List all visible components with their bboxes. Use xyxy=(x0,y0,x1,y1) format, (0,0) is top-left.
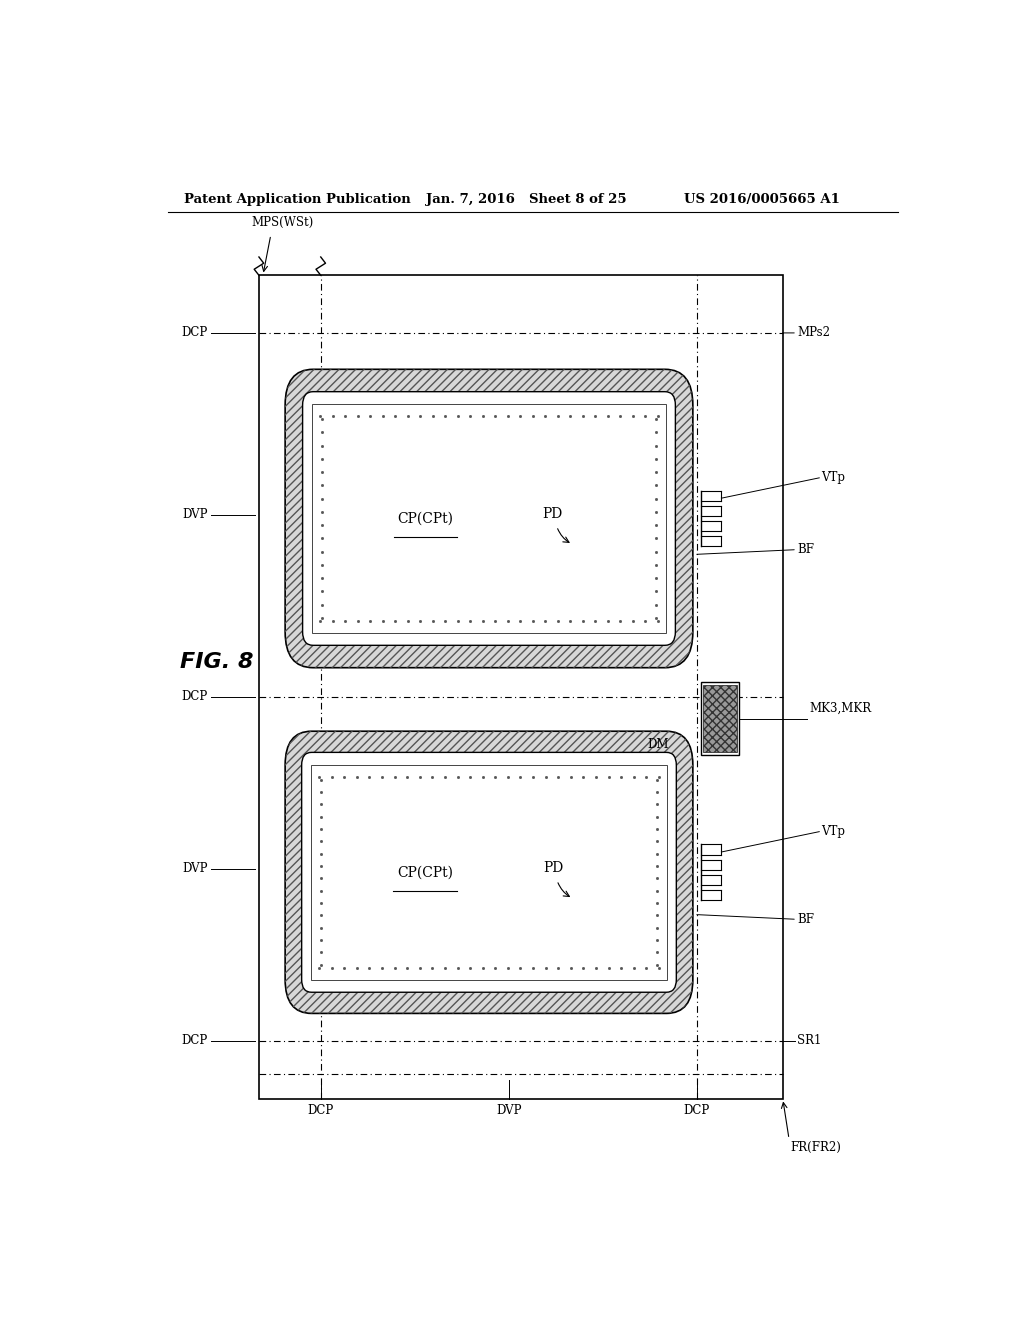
Bar xyxy=(312,404,666,634)
Text: DCP: DCP xyxy=(684,1104,710,1117)
Text: SR1: SR1 xyxy=(797,1035,821,1048)
Text: DCP: DCP xyxy=(181,1035,207,1048)
Text: US 2016/0005665 A1: US 2016/0005665 A1 xyxy=(684,193,840,206)
FancyBboxPatch shape xyxy=(285,731,693,1014)
Text: DCP: DCP xyxy=(181,326,207,339)
Text: CP(CPt): CP(CPt) xyxy=(397,866,453,879)
Text: Sheet 8 of 25: Sheet 8 of 25 xyxy=(528,193,627,206)
Text: VTp: VTp xyxy=(821,471,845,484)
Text: MPS(WSt): MPS(WSt) xyxy=(251,216,313,228)
Bar xyxy=(700,682,739,755)
Text: DCP: DCP xyxy=(307,1104,334,1117)
Text: FIG. 8: FIG. 8 xyxy=(179,652,253,672)
Bar xyxy=(311,764,667,979)
Text: PD: PD xyxy=(543,861,563,875)
FancyBboxPatch shape xyxy=(302,752,676,993)
Text: BF: BF xyxy=(696,913,814,927)
Bar xyxy=(703,685,736,752)
Text: DM: DM xyxy=(647,738,669,751)
Text: DVP: DVP xyxy=(182,862,207,875)
Text: FR(FR2): FR(FR2) xyxy=(791,1140,842,1154)
Text: Patent Application Publication: Patent Application Publication xyxy=(183,193,411,206)
FancyBboxPatch shape xyxy=(303,392,676,645)
Text: VTp: VTp xyxy=(821,825,845,838)
Text: DCP: DCP xyxy=(181,690,207,704)
Text: MK3,MKR: MK3,MKR xyxy=(809,702,871,715)
Text: Jan. 7, 2016: Jan. 7, 2016 xyxy=(426,193,514,206)
Text: PD: PD xyxy=(543,507,563,521)
Text: BF: BF xyxy=(696,543,814,556)
FancyBboxPatch shape xyxy=(285,370,693,668)
Bar xyxy=(259,276,782,1098)
Text: CP(CPt): CP(CPt) xyxy=(397,512,454,525)
Text: MPs2: MPs2 xyxy=(782,326,830,339)
Text: DVP: DVP xyxy=(496,1104,521,1117)
Text: DVP: DVP xyxy=(182,508,207,521)
